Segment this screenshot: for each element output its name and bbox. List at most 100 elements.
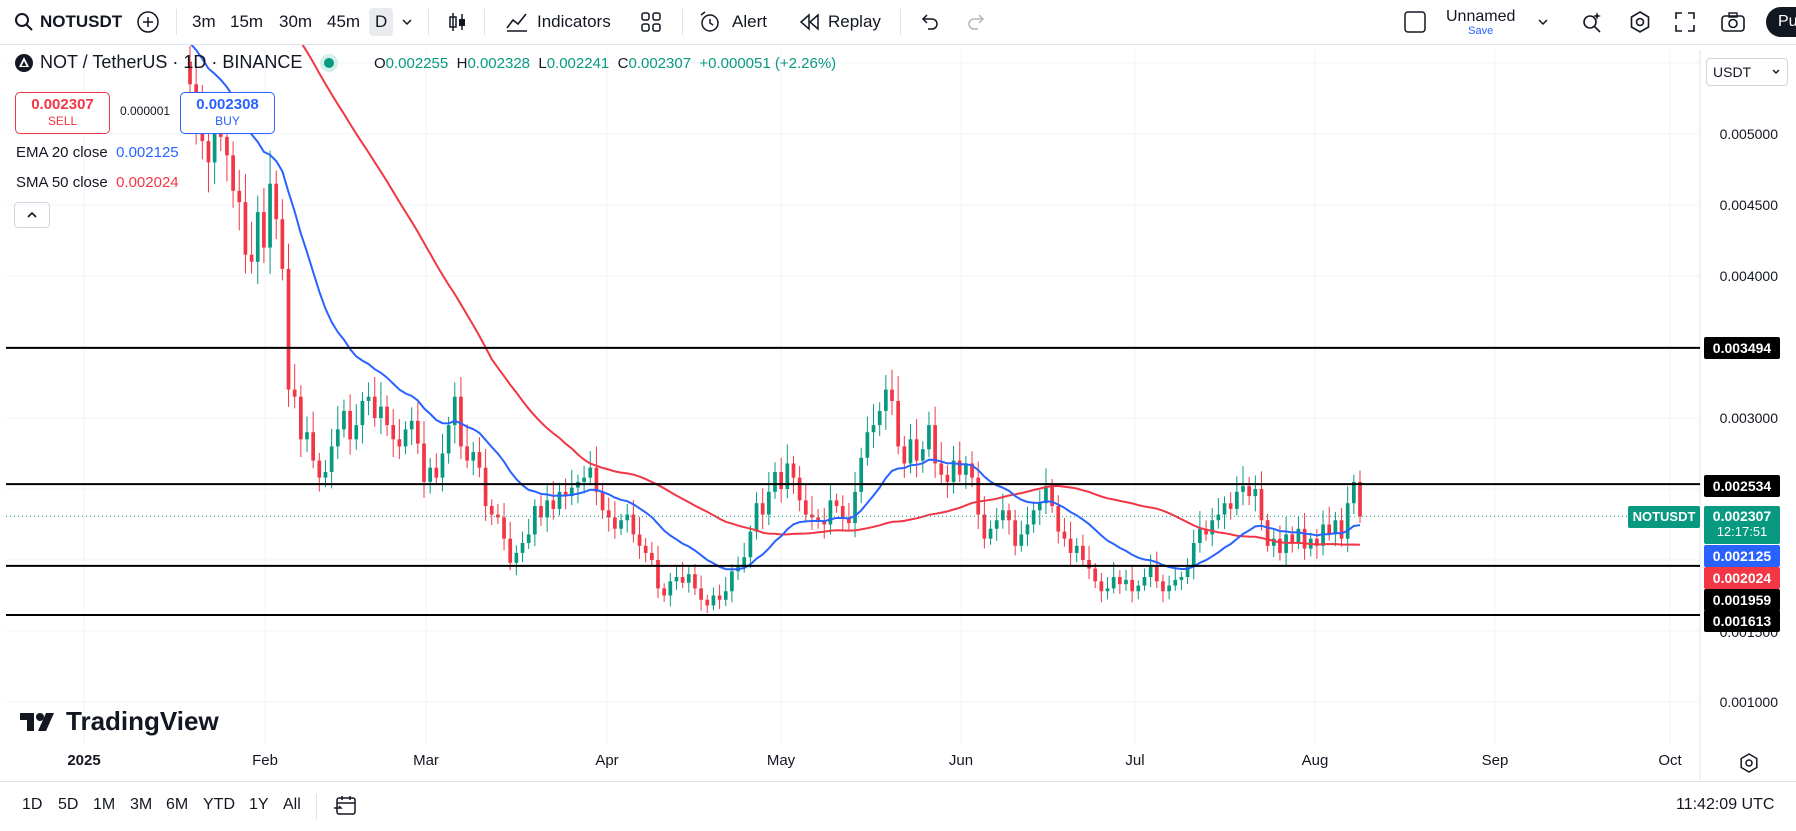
sma-value: 0.002024 [116,174,179,191]
time-label: Aug [1301,752,1329,769]
candle-body [840,506,845,518]
sell-button[interactable]: 0.002307 SELL [15,92,110,134]
candle-body [1278,538,1282,553]
range-6m[interactable]: 6M [166,796,189,813]
candle-body [1007,510,1011,521]
redo-button[interactable] [966,0,988,44]
settings-gear-icon[interactable] [1738,752,1760,774]
candle-body [1044,486,1048,504]
candle-body [1204,528,1208,535]
candle-body [1124,579,1128,585]
candle-body [1161,581,1165,592]
candle-body [243,202,248,255]
candle-body [298,396,303,440]
camera-icon [1721,12,1745,32]
candle-body [828,500,833,525]
spread-value: 0.000001 [120,104,171,118]
currency-select[interactable]: USDT [1706,58,1788,86]
candle-body [1031,510,1036,525]
snapshot-button[interactable] [1720,0,1746,44]
candle-body [1247,486,1252,497]
candle-body [1148,567,1153,578]
candle-body [255,212,260,262]
candle-body [853,491,857,524]
replay-button[interactable]: Replay [798,0,881,44]
time-label: Jul [1125,752,1145,769]
utc-clock[interactable]: 11:42:09 UTC [1676,796,1775,813]
compare-button[interactable] [136,0,160,44]
layout-name-button[interactable]: Unnamed Save [1446,0,1515,44]
layout-checkbox[interactable] [1403,0,1427,44]
candle-body [1265,520,1270,546]
symbol-name: NOTUSDT [40,12,123,31]
candle-body [508,538,513,563]
layout-menu-button[interactable] [1536,0,1550,44]
interval-label: D [369,8,394,36]
candle-body [262,212,266,248]
price-tick: 0.005000 [1719,126,1778,142]
range-1y[interactable]: 1Y [249,796,269,813]
sma-tag: 0.002024 [1704,567,1780,589]
candle-body [372,396,377,418]
interval-30m[interactable]: 30m [279,0,312,44]
candle-body [1173,579,1178,586]
candle-body [434,467,439,478]
ema-legend[interactable]: EMA 20 close 0.002125 [16,144,179,161]
range-3m[interactable]: 3M [130,796,153,813]
price-chart[interactable] [0,45,1796,780]
publish-button[interactable]: Pu [1766,0,1796,44]
candle-body [563,491,568,497]
range-1m[interactable]: 1M [93,796,116,813]
interval-label: 3m [192,12,216,31]
interval-d[interactable]: D [369,0,394,44]
interval-3m[interactable]: 3m [192,0,216,44]
settings-button[interactable] [1628,0,1652,44]
candle-body [1315,538,1319,546]
last-price-value: 0.002307 [1712,508,1772,524]
interval-45m[interactable]: 45m [327,0,360,44]
alert-button[interactable]: Alert [698,0,767,44]
indicators-button[interactable]: Indicators [505,0,611,44]
candle-body [779,471,784,489]
candle-body [342,410,346,430]
fullscreen-button[interactable] [1674,0,1696,44]
candle-body [1185,567,1190,578]
candle-body [305,432,309,440]
currency-label: USDT [1713,64,1752,80]
undo-button[interactable] [918,0,940,44]
calendar-goto-icon[interactable] [333,794,359,818]
range-5d[interactable]: 5D [58,796,79,813]
candle-body [951,460,956,482]
chart-type-button[interactable] [445,0,469,44]
candle-body [1216,514,1221,521]
publish-label: Pu [1766,7,1796,37]
interval-label: 15m [230,12,264,31]
sma-legend[interactable]: SMA 50 close 0.002024 [16,174,179,191]
market-open-indicator [324,57,335,68]
time-axis[interactable]: 2025 Feb Mar Apr May Jun Jul Aug Sep Oct [0,752,1796,776]
quick-search-button[interactable] [1580,0,1604,44]
interval-dropdown[interactable] [400,0,414,44]
candle-body [1037,503,1042,511]
candle-body [428,467,433,482]
candle-body [477,452,482,468]
interval-15m[interactable]: 15m [230,0,263,44]
templates-button[interactable] [640,0,662,44]
candle-body [625,514,630,521]
range-1d[interactable]: 1D [22,796,43,813]
collapse-legend-button[interactable] [14,202,50,228]
candle-body [594,467,599,492]
range-ytd[interactable]: YTD [203,796,235,813]
candle-body [489,506,494,515]
buy-button[interactable]: 0.002308 BUY [180,92,275,134]
range-all[interactable]: All [283,796,301,813]
ema-value: 0.002125 [116,144,179,161]
candle-body [668,581,673,596]
symbol-search[interactable]: NOTUSDT [14,0,122,44]
candle-body [649,552,654,560]
candle-body [939,463,944,475]
candle-body [822,520,827,525]
candle-body [569,487,574,497]
save-label: Save [1468,24,1494,37]
candle-body [1019,534,1024,546]
